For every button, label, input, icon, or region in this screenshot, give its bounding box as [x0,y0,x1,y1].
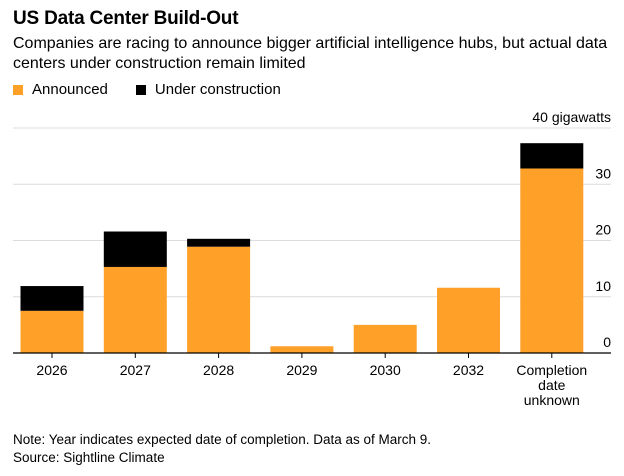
x-tick-label: 2028 [203,362,234,378]
bar-announced [437,287,500,353]
legend-label-announced: Announced [32,81,108,98]
bar-announced [187,246,251,353]
legend-label-under-construction: Under construction [154,81,281,98]
y-tick-label: 10 [595,278,611,294]
x-tick-label: 2032 [453,362,484,378]
chart-subtitle: Companies are racing to announce bigger … [13,35,608,72]
bar-under-construction [520,143,584,169]
bar-under-construction [20,286,84,311]
footnote: Note: Year indicates expected date of co… [13,432,431,447]
chart-footer: Note: Year indicates expected date of co… [13,431,431,467]
bar-announced [520,168,584,353]
x-tick-label: 2026 [36,362,67,378]
x-tick-label: Completion date unknown [516,362,587,408]
bar-announced [353,324,417,353]
legend: Announced Under construction [13,81,309,98]
bar-announced [103,266,167,353]
legend-swatch-under-construction [135,84,146,95]
legend-item-announced: Announced [13,81,108,98]
bar-under-construction [103,231,167,267]
bar-under-construction [187,238,251,247]
bar-announced [270,346,334,353]
bar-announced [20,310,84,353]
x-tick-label: 2027 [120,362,151,378]
legend-item-under-construction: Under construction [135,81,281,98]
y-tick-label: 30 [595,165,611,181]
legend-swatch-announced [13,84,23,95]
x-tick-label: 2029 [286,362,317,378]
y-tick-label: 40 gigawatts [532,109,611,125]
x-tick-label: 2030 [370,362,401,378]
y-tick-label: 20 [595,222,611,238]
source-note: Source: Sightline Climate [13,450,165,465]
y-tick-label: 0 [603,334,611,350]
chart-title: US Data Center Build-Out [13,8,239,29]
